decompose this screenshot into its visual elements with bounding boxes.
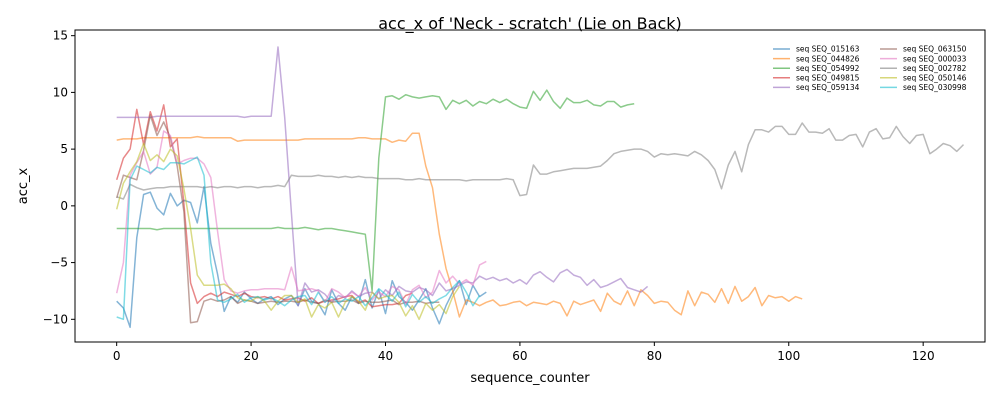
- series-line-seq-seq_000033: [115, 130, 487, 306]
- x-tick-label: 80: [647, 349, 662, 363]
- legend-item: seq SEQ_015163: [773, 45, 860, 54]
- legend-label: seq SEQ_002782: [903, 64, 967, 73]
- legend-item: seq SEQ_059134: [773, 83, 860, 92]
- y-tick-label: −5: [50, 256, 68, 270]
- y-tick-label: 15: [53, 29, 68, 43]
- series-line-seq-seq_015163: [116, 185, 487, 329]
- series-line-seq-seq_002782: [116, 122, 965, 200]
- legend-item: seq SEQ_000033: [880, 54, 967, 63]
- series-line-seq-seq_044826: [116, 132, 803, 318]
- legend-label: seq SEQ_049815: [796, 74, 860, 83]
- legend-label: seq SEQ_059134: [796, 83, 860, 92]
- y-tick-label: −10: [43, 312, 68, 326]
- chart-title: acc_x of 'Neck - scratch' (Lie on Back): [378, 14, 682, 34]
- x-tick-label: 100: [777, 349, 800, 363]
- y-tick-label: 5: [60, 142, 68, 156]
- y-axis-label: acc_x: [16, 167, 31, 204]
- x-axis: 0 20 40 60 80 100 120: [113, 342, 935, 363]
- series-line-seq-seq_063150: [115, 114, 440, 324]
- legend-item: seq SEQ_050146: [880, 74, 967, 83]
- legend-label: seq SEQ_015163: [796, 45, 860, 54]
- x-tick-label: 60: [512, 349, 527, 363]
- series-layer: [115, 46, 965, 329]
- y-tick-label: 0: [60, 199, 68, 213]
- x-axis-label: sequence_counter: [470, 371, 590, 386]
- series-line-seq-seq_054992: [116, 89, 635, 292]
- legend-label: seq SEQ_030998: [903, 83, 967, 92]
- legend-label: seq SEQ_054992: [796, 64, 860, 73]
- legend-item: seq SEQ_054992: [773, 64, 860, 73]
- legend-label: seq SEQ_044826: [796, 54, 860, 63]
- series-line-seq-seq_049815: [115, 104, 413, 308]
- y-axis: −10 −5 0 5 10 15: [43, 29, 75, 326]
- series-line-seq-seq_030998: [116, 156, 481, 321]
- x-tick-label: 120: [912, 349, 935, 363]
- y-tick-label: 10: [53, 85, 68, 99]
- legend-label: seq SEQ_063150: [903, 45, 967, 54]
- legend-item: seq SEQ_049815: [773, 74, 860, 83]
- legend-item: seq SEQ_063150: [880, 45, 967, 54]
- x-tick-label: 20: [243, 349, 258, 363]
- legend-item: seq SEQ_030998: [880, 83, 967, 92]
- legend-item: seq SEQ_002782: [880, 64, 967, 73]
- series-line-seq-seq_050146: [115, 142, 461, 321]
- legend-label: seq SEQ_050146: [903, 74, 967, 83]
- legend-label: seq SEQ_000033: [903, 54, 967, 63]
- plot-area-frame: [74, 29, 986, 343]
- x-tick-label: 40: [378, 349, 393, 363]
- x-tick-label: 0: [113, 349, 121, 363]
- legend-item: seq SEQ_044826: [773, 54, 860, 63]
